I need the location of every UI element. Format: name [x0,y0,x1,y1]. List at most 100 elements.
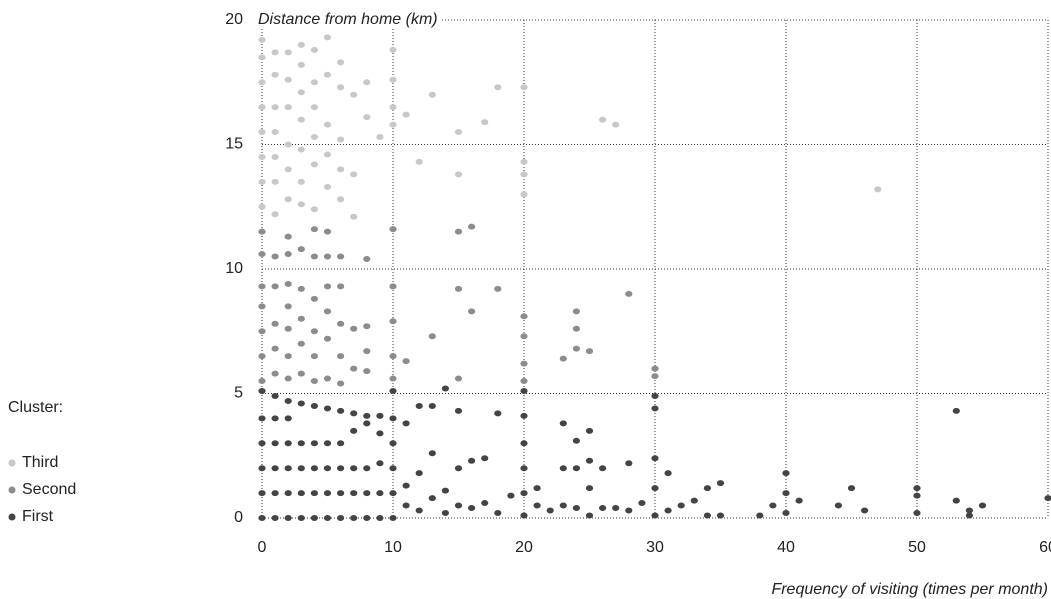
point [468,223,476,230]
point [337,515,345,521]
point [494,510,502,517]
point [271,253,279,260]
point [520,84,528,91]
point [559,502,567,509]
point [271,71,279,78]
point [520,378,528,385]
point [258,440,266,447]
point [323,515,332,521]
point [271,392,279,399]
point [284,515,292,521]
point [297,340,305,347]
point [258,36,266,43]
point [350,490,358,497]
point [834,502,843,509]
point [389,104,397,111]
point [441,385,449,392]
point [546,507,554,514]
point [350,427,358,434]
point [284,196,292,203]
x-tick-label: 10 [384,539,402,556]
point [297,490,305,497]
point [323,405,332,412]
point [297,315,305,322]
y-tick-label: 0 [234,509,243,526]
point [258,465,266,472]
point [258,388,266,395]
point [454,228,463,235]
point [310,226,318,233]
point [271,440,279,447]
point [625,507,633,514]
point [520,333,528,340]
point [297,89,305,96]
point [363,412,371,419]
point [310,134,318,141]
point [494,84,502,91]
point [258,228,266,235]
point [638,500,646,507]
point [520,313,528,320]
point [258,283,266,290]
point [310,206,318,213]
point [913,492,921,499]
point [716,512,725,519]
point [389,121,397,128]
point [363,515,371,521]
point [415,158,423,165]
point [874,186,882,193]
point [337,59,345,66]
point [323,253,332,260]
point [520,512,528,519]
point [297,400,305,407]
legend-title: Cluster: [8,399,63,416]
point [389,353,397,360]
point [284,397,292,404]
point [258,104,266,111]
x-tick-label: 20 [515,539,533,556]
point [468,505,476,512]
y-tick-label: 20 [225,11,243,28]
point [284,375,292,382]
point [572,505,581,512]
point [297,465,305,472]
point [337,253,345,260]
point [323,71,332,78]
point [428,402,436,409]
point [310,295,318,302]
point [271,465,279,472]
point [350,410,358,417]
point [310,253,318,260]
point [363,368,371,375]
point [389,76,397,83]
point [415,402,423,409]
point [507,492,515,499]
point [258,353,266,360]
point [310,79,318,86]
point [651,485,659,492]
point [651,512,659,519]
point [559,465,567,472]
point [585,427,594,434]
point [297,116,305,123]
point [494,285,502,292]
y-tick-label: 10 [225,260,243,277]
point [297,440,305,447]
point [520,158,528,165]
point [258,378,266,385]
point [585,485,594,492]
point [376,515,384,521]
point [271,211,279,218]
point [271,345,279,352]
point [350,171,358,178]
point [651,373,659,380]
point [363,465,371,472]
point [572,345,581,352]
point [284,465,292,472]
point [284,49,292,56]
point [952,407,960,414]
legend-label: Third [22,454,58,471]
point [350,325,358,332]
point [284,440,292,447]
point [284,353,292,360]
